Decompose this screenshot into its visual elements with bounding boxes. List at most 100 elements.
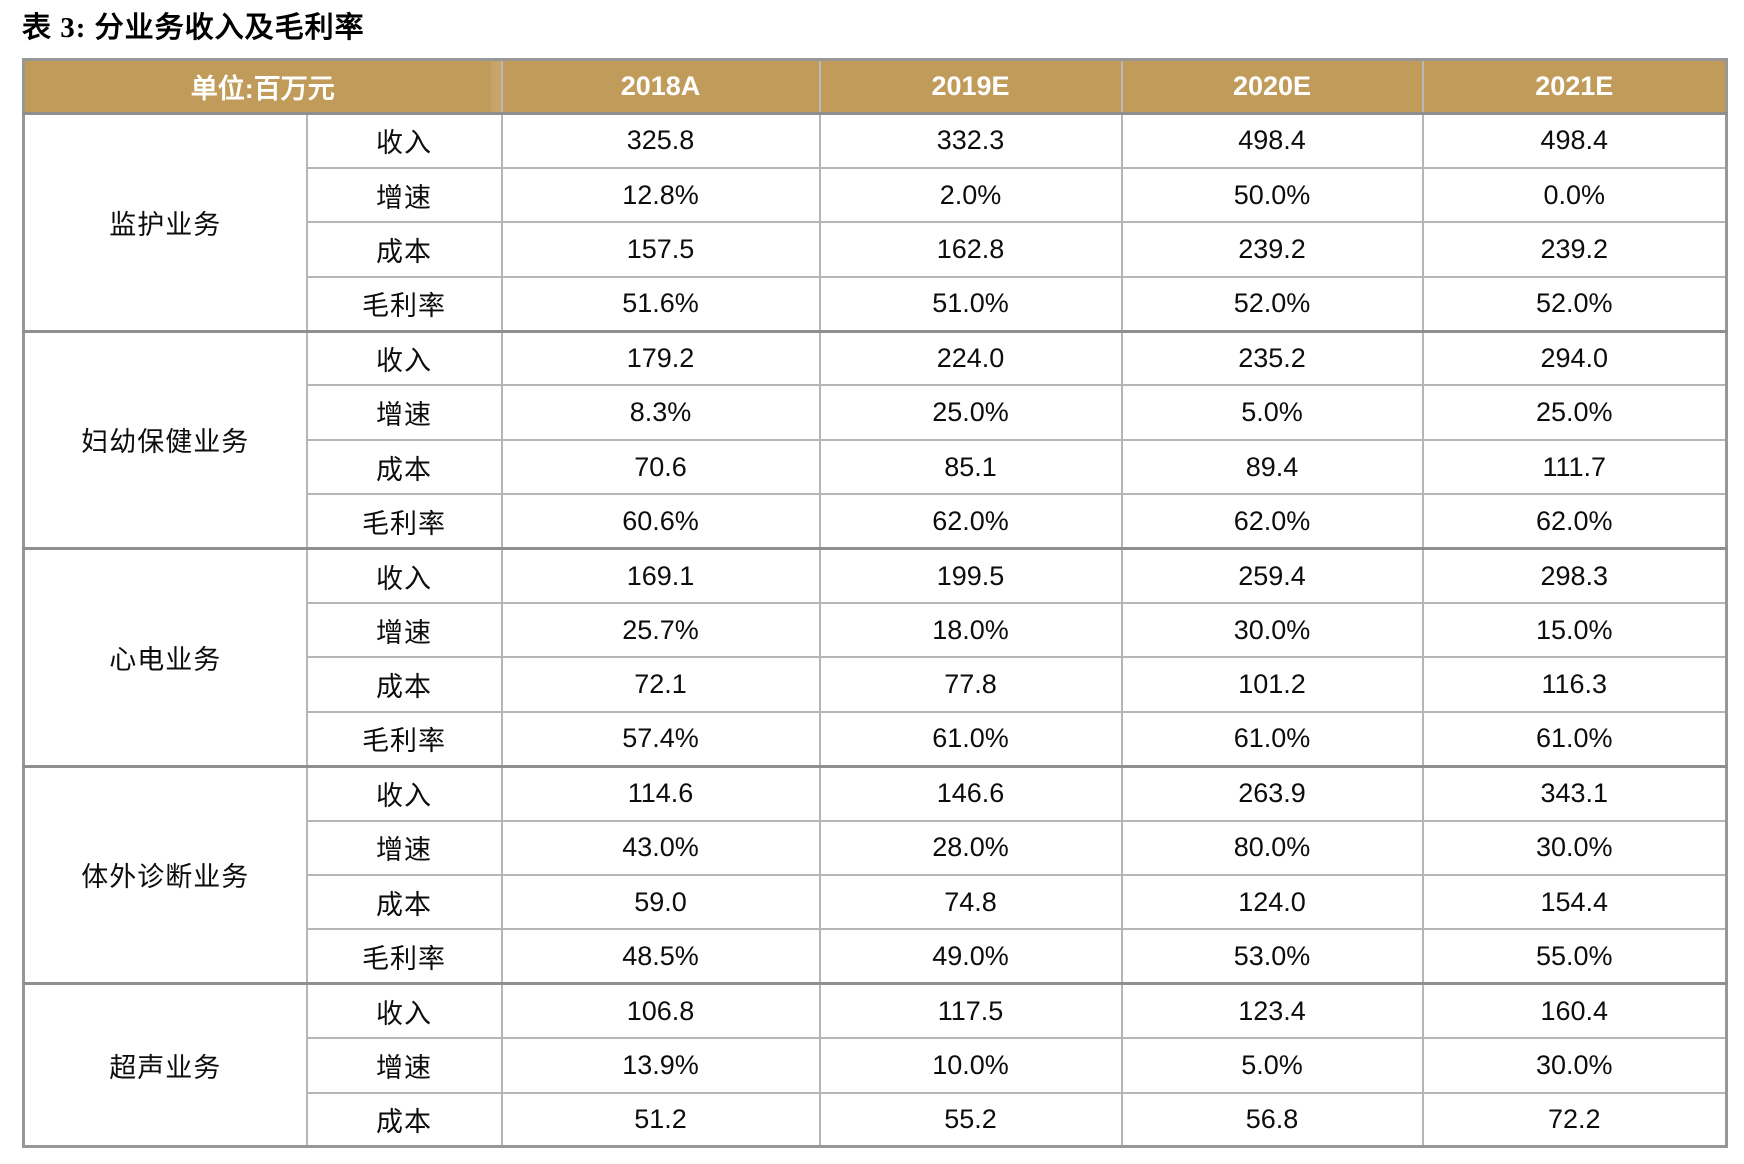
value-cell: 77.8 (818, 656, 1123, 712)
value-cell: 199.5 (818, 547, 1123, 604)
table-body: 监护业务 收入 325.8 332.3 498.4 498.4 增速 12.8% 2.0% 50.… (22, 111, 1728, 1147)
value-cell: 53.0% (1120, 928, 1424, 984)
value-cell: 62.0% (1120, 493, 1424, 549)
value-cell: 30.0% (1421, 1037, 1728, 1093)
value-cell: 62.0% (1421, 493, 1728, 549)
metric-label-cell: 收入 (305, 547, 503, 604)
metric-label-cell: 成本 (305, 873, 503, 930)
table-row: 毛利率 60.6% 62.0% 62.0% 62.0% (24, 493, 1728, 549)
table-row: 成本 157.5 162.8 239.2 239.2 (24, 221, 1728, 277)
table-row: 毛利率 51.6% 51.0% 52.0% 52.0% (24, 275, 1728, 332)
metric-label-cell: 增速 (305, 384, 503, 440)
value-cell: 55.0% (1421, 928, 1728, 984)
table-row: 体外诊断业务 收入 114.6 146.6 263.9 343.1 (22, 764, 1728, 984)
metric-label-cell: 成本 (305, 656, 503, 712)
metric-label-cell: 收入 (305, 764, 503, 821)
metric-label-cell: 增速 (305, 1037, 503, 1093)
value-cell: 169.1 (500, 547, 821, 604)
value-cell: 43.0% (500, 819, 821, 875)
unit-header-cell: 单位:百万元 (22, 59, 503, 115)
value-cell: 498.4 (1120, 111, 1424, 168)
value-cell: 51.0% (818, 275, 1123, 332)
value-cell: 80.0% (1120, 819, 1424, 875)
value-cell: 30.0% (1421, 819, 1728, 875)
table-row: 增速 13.9% 10.0% 5.0% 30.0% (24, 1037, 1728, 1093)
table-row: 成本 72.1 77.8 101.2 116.3 (24, 656, 1728, 712)
value-cell: 51.6% (500, 275, 821, 332)
value-cell: 235.2 (1120, 329, 1424, 386)
value-cell: 15.0% (1421, 602, 1728, 658)
value-cell: 101.2 (1120, 656, 1424, 712)
table-row: 妇幼保健业务 收入 179.2 224.0 235.2 294.0 (22, 329, 1728, 549)
value-cell: 55.2 (818, 1091, 1123, 1147)
metric-label-cell: 毛利率 (305, 275, 503, 332)
value-cell: 259.4 (1120, 547, 1424, 604)
value-cell: 52.0% (1421, 275, 1728, 332)
value-cell: 160.4 (1421, 982, 1728, 1039)
value-cell: 25.7% (500, 602, 821, 658)
column-header-2021e: 2021E (1421, 59, 1728, 115)
column-header-2018a: 2018A (500, 59, 821, 115)
metric-label-cell: 收入 (305, 982, 503, 1039)
metric-label-cell: 成本 (305, 221, 503, 277)
value-cell: 57.4% (500, 710, 821, 767)
value-cell: 28.0% (818, 819, 1123, 875)
value-cell: 72.2 (1421, 1091, 1728, 1147)
value-cell: 154.4 (1421, 873, 1728, 930)
value-cell: 124.0 (1120, 873, 1424, 930)
header-row: 单位:百万元 2018A 2019E 2020E 2021E (22, 59, 1728, 115)
table-row: 心电业务 收入 169.1 199.5 259.4 298.3 (22, 547, 1728, 767)
table-row: 毛利率 57.4% 61.0% 61.0% 61.0% (24, 710, 1728, 767)
value-cell: 2.0% (818, 166, 1123, 223)
value-cell: 239.2 (1421, 221, 1728, 277)
value-cell: 179.2 (500, 329, 821, 386)
table-row: 增速 25.7% 18.0% 30.0% 15.0% (24, 602, 1728, 658)
value-cell: 85.1 (818, 438, 1123, 495)
value-cell: 146.6 (818, 764, 1123, 821)
value-cell: 74.8 (818, 873, 1123, 930)
metric-label-cell: 收入 (305, 111, 503, 168)
value-cell: 239.2 (1120, 221, 1424, 277)
value-cell: 62.0% (818, 493, 1123, 549)
value-cell: 325.8 (500, 111, 821, 168)
value-cell: 61.0% (1120, 710, 1424, 767)
value-cell: 5.0% (1120, 1037, 1424, 1093)
value-cell: 25.0% (1421, 384, 1728, 440)
value-cell: 343.1 (1421, 764, 1728, 821)
table-row: 增速 8.3% 25.0% 5.0% 25.0% (24, 384, 1728, 440)
metric-label-cell: 成本 (305, 1091, 503, 1147)
table-row: 毛利率 48.5% 49.0% 53.0% 55.0% (24, 928, 1728, 984)
table-row: 增速 12.8% 2.0% 50.0% 0.0% (24, 166, 1728, 223)
value-cell: 18.0% (818, 602, 1123, 658)
value-cell: 61.0% (1421, 710, 1728, 767)
value-cell: 224.0 (818, 329, 1123, 386)
metric-label-cell: 增速 (305, 819, 503, 875)
value-cell: 30.0% (1120, 602, 1424, 658)
value-cell: 123.4 (1120, 982, 1424, 1039)
value-cell: 117.5 (818, 982, 1123, 1039)
value-cell: 332.3 (818, 111, 1123, 168)
table-row: 成本 59.0 74.8 124.0 154.4 (24, 873, 1728, 930)
value-cell: 263.9 (1120, 764, 1424, 821)
group-name-cell: 监护业务 (22, 112, 308, 332)
group-name-cell: 超声业务 (22, 982, 308, 1147)
value-cell: 60.6% (500, 493, 821, 549)
column-header-2020e: 2020E (1120, 59, 1424, 115)
metric-label-cell: 毛利率 (305, 493, 503, 549)
metric-label-cell: 增速 (305, 602, 503, 658)
metric-label-cell: 毛利率 (305, 710, 503, 767)
value-cell: 114.6 (500, 764, 821, 821)
value-cell: 0.0% (1421, 166, 1728, 223)
value-cell: 61.0% (818, 710, 1123, 767)
value-cell: 59.0 (500, 873, 821, 930)
table-title: 表 3: 分业务收入及毛利率 (22, 12, 365, 44)
table-row: 成本 70.6 85.1 89.4 111.7 (24, 438, 1728, 495)
value-cell: 89.4 (1120, 438, 1424, 495)
value-cell: 157.5 (500, 221, 821, 277)
value-cell: 56.8 (1120, 1091, 1424, 1147)
value-cell: 106.8 (500, 982, 821, 1039)
metric-label-cell: 成本 (305, 438, 503, 495)
group-name-cell: 妇幼保健业务 (22, 329, 308, 549)
value-cell: 162.8 (818, 221, 1123, 277)
